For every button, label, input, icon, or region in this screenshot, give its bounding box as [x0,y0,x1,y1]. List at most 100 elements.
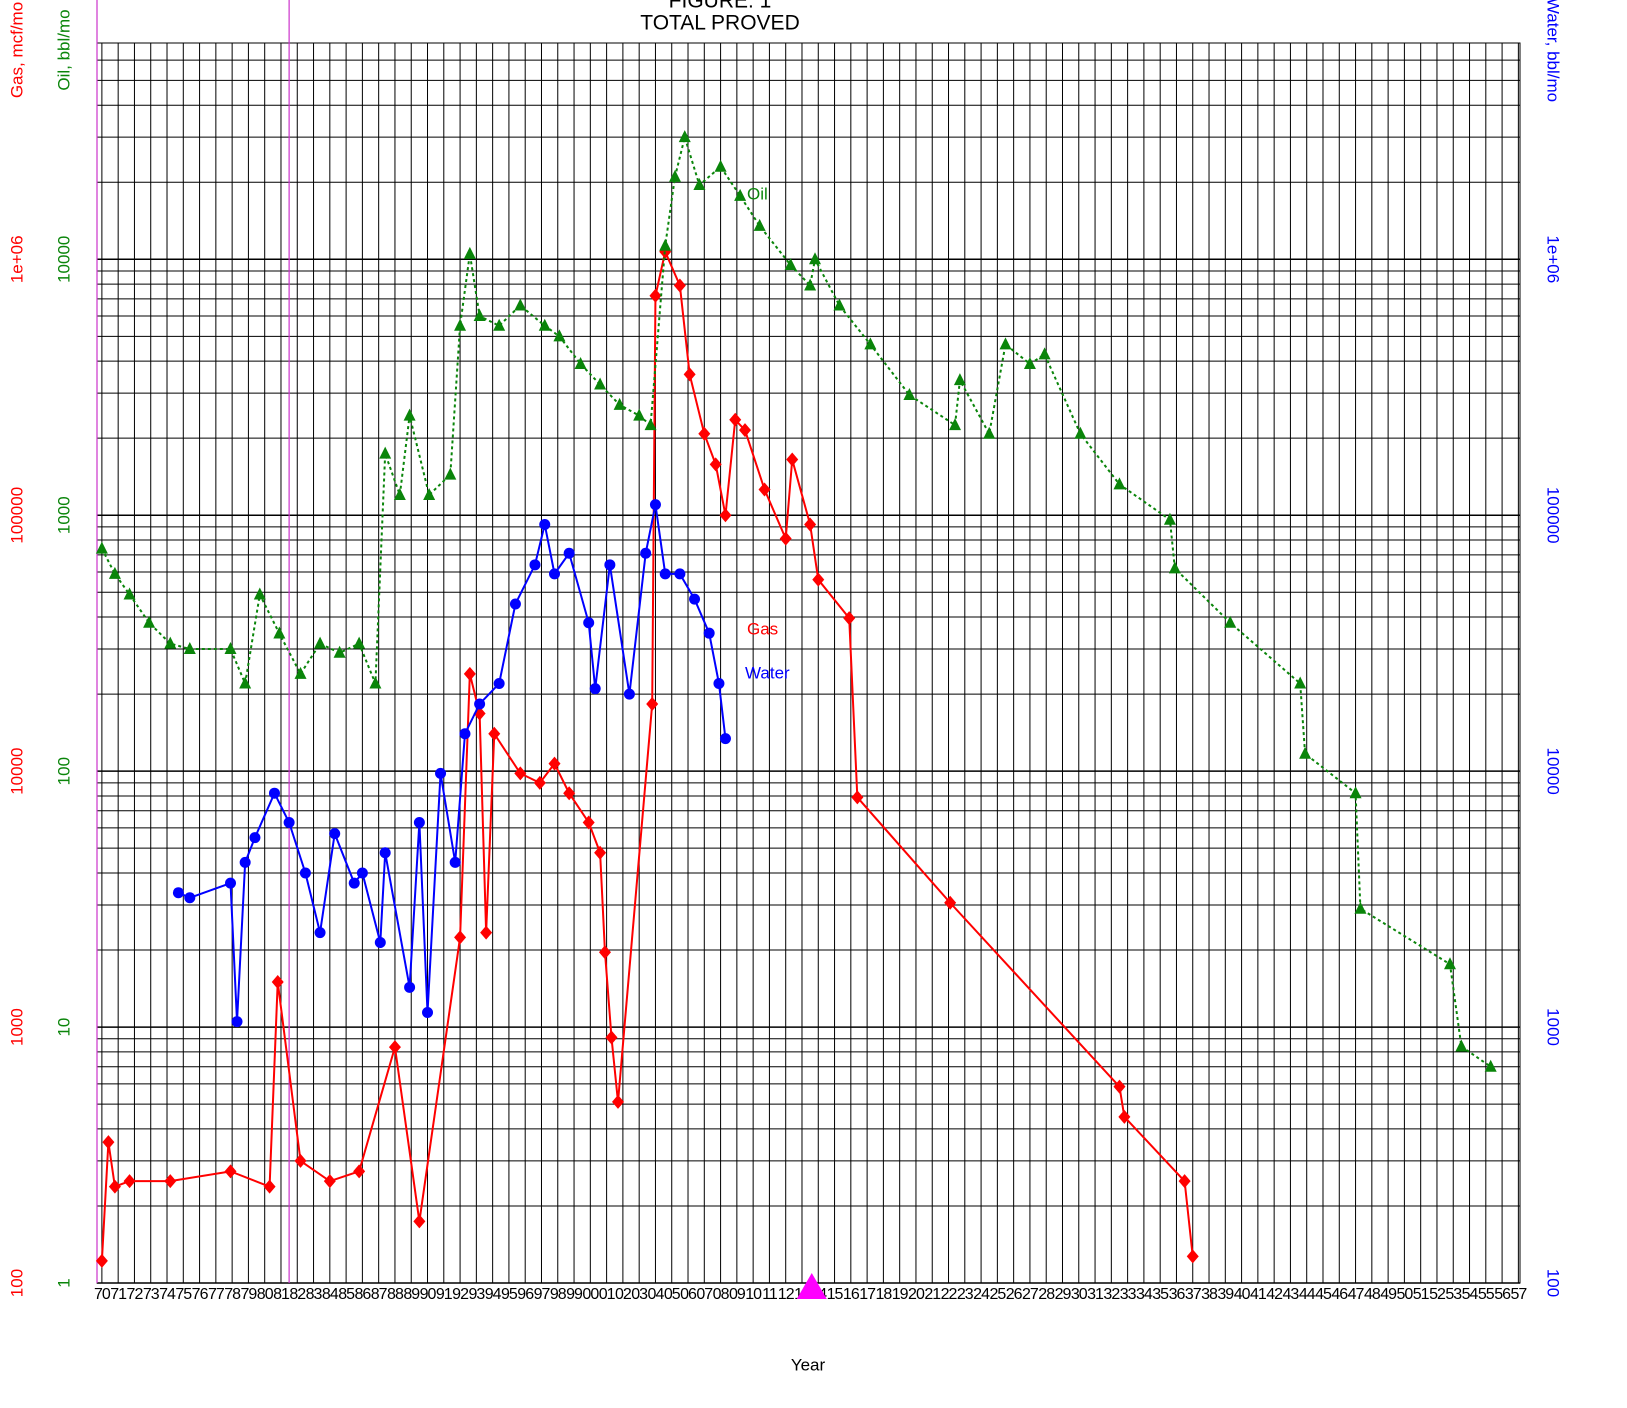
point [509,598,521,610]
point [583,617,595,629]
point [673,278,686,293]
x-tick-label: 35 [1152,1286,1169,1303]
oil-axis-title: Oil, bbl/mo [54,9,73,90]
x-tick-label: 17 [859,1286,876,1303]
point [413,1214,426,1229]
water-axis-title: Water, bbl/mo [1544,0,1563,102]
point [758,482,771,497]
x-tick-label: 40 [1234,1286,1251,1303]
point [249,832,261,844]
point [1023,356,1036,369]
x-tick-label: 76 [192,1286,209,1303]
point [533,775,546,790]
point [273,626,286,639]
point [329,828,341,840]
point [184,892,196,904]
point [779,531,792,546]
point [784,257,797,270]
series-label: Water [745,663,790,682]
point [379,847,391,859]
x-tick-label: 11 [762,1286,778,1303]
water-tick-label: 100000 [1544,487,1563,544]
x-tick-label: 08 [713,1286,730,1303]
gas-tick-label: 1000 [7,1008,26,1046]
x-tick-label: 52 [1429,1286,1446,1303]
point [582,815,595,830]
x-tick-label: 83 [306,1286,323,1303]
point [539,518,551,530]
x-tick-label: 34 [1136,1286,1153,1303]
point [423,487,436,500]
point [435,767,447,779]
water-tick-label: 1e+06 [1544,235,1563,283]
point [693,178,706,191]
point [253,587,266,600]
point [594,377,607,390]
point [1455,1039,1468,1052]
point [953,373,966,386]
x-tick-label: 57 [1510,1286,1527,1303]
point [605,1030,618,1045]
point [1299,746,1312,759]
x-tick-label: 78 [224,1286,241,1303]
x-tick-label: 82 [289,1286,306,1303]
x-tick-label: 09 [729,1286,746,1303]
x-tick-label: 81 [273,1286,290,1303]
x-tick-label: 06 [680,1286,697,1303]
point [454,930,467,945]
point [833,298,846,311]
point [514,298,527,311]
point [729,412,742,427]
point [689,593,701,605]
point [164,1174,177,1189]
gas-tick-label: 100000 [7,487,26,544]
point [714,159,727,172]
point [493,318,506,331]
x-tick-label: 95 [501,1286,518,1303]
x-tick-label: 74 [159,1286,176,1303]
point [294,666,307,679]
point [719,733,731,745]
point [369,676,382,689]
point [1118,1109,1131,1124]
x-tick-label: 36 [1169,1286,1186,1303]
x-tick-label: 00 [582,1286,599,1303]
x-tick-label: 02 [615,1286,632,1303]
x-tick-label: 97 [534,1286,551,1303]
point [944,895,957,910]
point [713,678,725,690]
point [224,1164,237,1179]
water-tick-label: 10000 [1544,748,1563,795]
point [949,418,962,431]
point [623,688,635,700]
point [1349,786,1362,799]
point [353,636,366,649]
point [493,678,505,690]
x-tick-label: 37 [1185,1286,1202,1303]
point [983,426,996,439]
point [444,467,457,480]
x-tick-label: 47 [1348,1286,1365,1303]
x-tick-label: 90 [420,1286,437,1303]
series-label: Oil [747,184,768,203]
point [164,636,177,649]
x-tick-label: 73 [143,1286,160,1303]
x-tick-label: 91 [436,1286,453,1303]
point [719,508,732,523]
point [379,446,392,459]
point [549,568,561,580]
point [604,559,616,571]
point [589,683,601,695]
x-tick-label: 98 [550,1286,567,1303]
x-tick-label: 28 [1038,1286,1055,1303]
point [674,568,686,580]
point [659,568,671,580]
point [268,787,280,799]
point [488,726,501,741]
point [172,887,184,899]
x-tick-label: 85 [338,1286,355,1303]
x-tick-label: 16 [843,1286,860,1303]
point [999,337,1012,350]
water-tick-label: 100 [1544,1269,1563,1297]
